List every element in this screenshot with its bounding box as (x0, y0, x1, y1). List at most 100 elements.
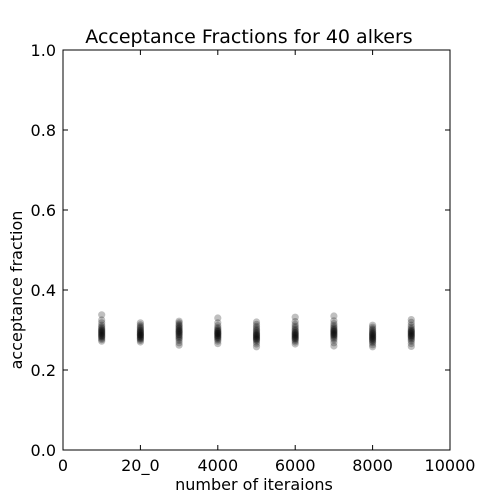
data-point (369, 327, 377, 335)
x-axis-ticks: 0 20_0 4000 6000 8000 10000 (58, 50, 476, 476)
data-point (291, 331, 299, 339)
data-point (175, 326, 183, 334)
data-point (369, 330, 377, 338)
data-point (98, 332, 106, 340)
data-point (98, 337, 106, 345)
data-point (175, 330, 183, 338)
data-point (407, 318, 415, 326)
data-point (407, 332, 415, 340)
data-point (252, 332, 261, 340)
data-point (175, 320, 183, 328)
y-axis-ticks: 0.0 0.2 0.4 0.6 0.8 1.0 (31, 41, 450, 460)
data-point (136, 334, 144, 342)
data-point (407, 328, 415, 336)
data-point (98, 332, 106, 340)
y-tick-label: 0.8 (31, 121, 56, 140)
data-point (330, 326, 338, 334)
data-point (98, 316, 106, 324)
y-axis-label: acceptance fraction (7, 211, 26, 370)
data-point (98, 327, 106, 335)
data-point (330, 330, 338, 338)
data-point (291, 335, 299, 343)
data-point (330, 330, 338, 338)
data-point (291, 327, 299, 335)
data-point (407, 332, 415, 340)
plot-area-frame (62, 49, 451, 451)
data-point (98, 328, 106, 336)
data-point (252, 336, 261, 344)
x-tick-label: 8000 (352, 456, 393, 475)
data-point (214, 332, 222, 340)
x-tick-label: 10000 (425, 456, 476, 475)
data-point (407, 323, 415, 331)
data-point (369, 343, 377, 351)
y-tick-label: 0.0 (31, 441, 56, 460)
data-point (369, 332, 377, 340)
data-point (214, 328, 222, 336)
data-point (291, 340, 299, 348)
data-point (136, 333, 144, 341)
data-point (407, 321, 415, 329)
data-point (291, 330, 299, 338)
data-point (175, 325, 183, 333)
data-point (330, 317, 338, 325)
data-point (369, 341, 377, 349)
data-point (291, 324, 299, 332)
data-point (330, 332, 338, 340)
data-point (252, 343, 261, 351)
data-point (369, 328, 377, 336)
data-point (252, 334, 261, 342)
data-point (214, 326, 222, 334)
data-point (175, 341, 183, 349)
data-point (291, 333, 299, 341)
data-point (252, 327, 261, 335)
data-point (369, 332, 377, 340)
data-point (98, 328, 106, 336)
data-point (214, 334, 222, 342)
data-point (330, 320, 338, 328)
data-point (291, 338, 299, 346)
data-point (252, 324, 261, 332)
data-point (98, 331, 106, 339)
x-tick-label: 20_0 (121, 456, 160, 476)
data-point (407, 328, 415, 336)
data-point (252, 331, 261, 339)
data-point (214, 328, 222, 336)
data-point (291, 330, 299, 338)
data-point (330, 324, 338, 332)
data-point (175, 339, 183, 347)
data-point (407, 329, 415, 337)
data-point (98, 325, 106, 333)
y-tick-label: 0.4 (31, 281, 56, 300)
data-point (252, 326, 261, 334)
data-point (330, 328, 338, 336)
data-point (136, 326, 144, 334)
data-point (136, 327, 144, 335)
y-tick-label: 1.0 (31, 41, 56, 60)
data-point (407, 333, 415, 341)
data-point (98, 311, 106, 319)
data-point (252, 329, 261, 337)
data-point (175, 332, 183, 340)
data-point (214, 330, 222, 338)
x-tick-label: 6000 (275, 456, 316, 475)
y-tick-label: 0.2 (31, 361, 56, 380)
data-point (330, 342, 338, 350)
x-tick-label: 4000 (197, 456, 238, 475)
data-point (98, 329, 106, 337)
data-point (136, 328, 144, 336)
data-point (407, 327, 415, 335)
data-point (330, 326, 338, 334)
data-point (369, 321, 377, 329)
data-point (136, 331, 144, 339)
data-point (214, 314, 222, 322)
y-tick-label: 0.6 (31, 201, 56, 220)
data-point (175, 336, 183, 344)
data-point (291, 334, 299, 342)
data-point (369, 323, 377, 331)
x-axis-label: number of iteraions (175, 475, 333, 494)
data-point (175, 327, 183, 335)
data-point (330, 331, 338, 339)
data-point (98, 323, 106, 331)
data-point (214, 330, 222, 338)
